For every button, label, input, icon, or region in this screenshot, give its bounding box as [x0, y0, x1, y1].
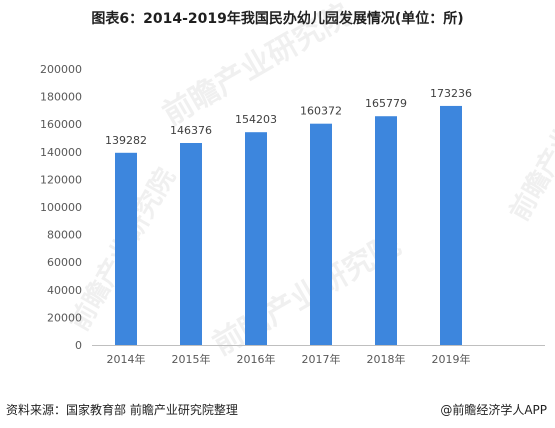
bar [375, 116, 397, 346]
source-note: 资料来源：国家教育部 前瞻产业研究院整理 [6, 403, 238, 417]
x-tick-label: 2017年 [302, 352, 341, 366]
bar [440, 105, 462, 345]
y-tick-label: 20000 [47, 311, 82, 324]
data-labels: 139282 146376 154203 160372 165779 173236 [105, 87, 472, 147]
bar [310, 123, 332, 345]
data-label: 173236 [430, 87, 472, 100]
data-label: 139282 [105, 134, 147, 147]
chart-title: 图表6：2014-2019年我国民办幼儿园发展情况(单位：所) [91, 11, 464, 27]
bar [115, 152, 137, 345]
data-label: 160372 [300, 105, 342, 118]
y-axis: 0 20000 40000 60000 80000 100000 120000 140000 1… [40, 63, 82, 352]
bar [180, 143, 202, 345]
y-tick-label: 80000 [47, 229, 82, 242]
bar [245, 132, 267, 345]
y-tick-label: 160000 [40, 118, 82, 131]
x-tick-label: 2014年 [107, 352, 146, 366]
y-tick-label: 200000 [40, 63, 82, 76]
y-tick-label: 0 [75, 339, 82, 352]
brand-credit: @前瞻经济学人APP [440, 403, 547, 417]
data-label: 146376 [170, 124, 212, 137]
x-tick-label: 2016年 [237, 352, 276, 366]
x-axis: 2014年 2015年 2016年 2017年 2018年 2019年 [92, 345, 545, 366]
data-label: 154203 [235, 113, 277, 126]
y-tick-label: 140000 [40, 146, 82, 159]
data-label: 165779 [365, 97, 407, 110]
x-tick-label: 2015年 [172, 352, 211, 366]
bars [115, 105, 462, 346]
x-tick-label: 2018年 [367, 352, 406, 366]
x-tick-label: 2019年 [432, 352, 471, 366]
y-tick-label: 180000 [40, 91, 82, 104]
y-tick-label: 60000 [47, 256, 82, 269]
y-tick-label: 120000 [40, 173, 82, 186]
y-tick-label: 40000 [47, 284, 82, 297]
y-tick-label: 100000 [40, 201, 82, 214]
